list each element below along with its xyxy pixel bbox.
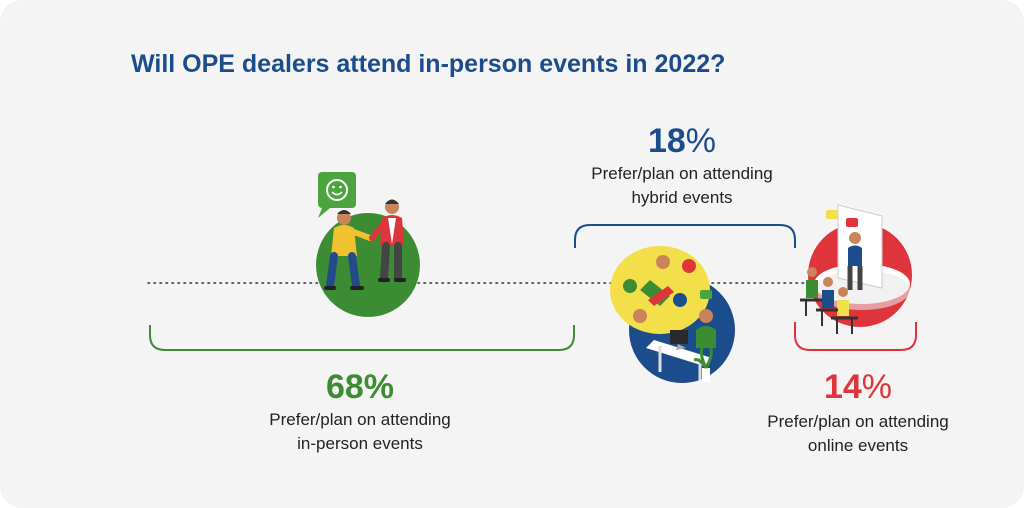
in-person-caption-line1: Prefer/plan on attending — [269, 410, 451, 429]
in-person-percentage: 68% — [326, 368, 394, 407]
hybrid-caption-line2: hybrid events — [631, 188, 733, 207]
in-person-percentage-unit: % — [363, 368, 395, 406]
classroom-presentation-icon — [800, 204, 912, 334]
online-caption-line1: Prefer/plan on attending — [767, 412, 949, 431]
in-person-bracket — [149, 325, 575, 351]
online-caption: Prefer/plan on attending online events — [767, 410, 948, 458]
video-call-desk-icon — [610, 246, 735, 383]
hybrid-percentage-unit: % — [685, 122, 717, 160]
in-person-percentage-value: 68 — [325, 368, 364, 406]
hybrid-percentage-value: 18 — [647, 122, 686, 160]
online-percentage: 14% — [824, 368, 892, 407]
online-percentage-value: 14 — [823, 368, 862, 406]
smiley-speech-bubble-icon — [318, 172, 356, 218]
in-person-caption: Prefer/plan on attending in-person event… — [269, 408, 450, 456]
online-bracket — [794, 322, 917, 351]
hybrid-percentage: 18% — [648, 122, 716, 161]
handshake-people-icon — [316, 199, 420, 317]
page-title: Will OPE dealers attend in-person events… — [131, 50, 726, 78]
hybrid-caption-line1: Prefer/plan on attending — [591, 164, 773, 183]
online-percentage-unit: % — [861, 368, 893, 406]
hybrid-bracket — [574, 224, 796, 248]
online-caption-line2: online events — [807, 436, 909, 455]
in-person-caption-line2: in-person events — [297, 434, 423, 453]
hybrid-caption: Prefer/plan on attending hybrid events — [591, 162, 772, 210]
